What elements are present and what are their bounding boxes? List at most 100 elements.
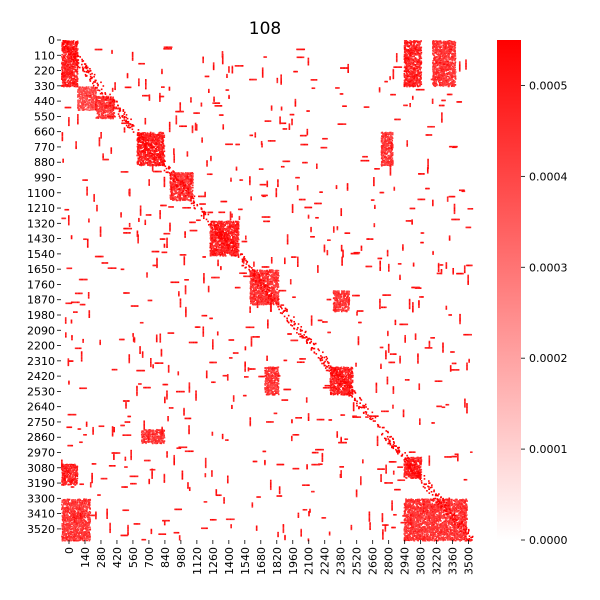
heatmap-cell <box>68 49 71 52</box>
heatmap-cell <box>67 79 70 82</box>
heatmap-cell <box>409 63 412 65</box>
heatmap-cell <box>61 69 64 71</box>
heatmap-cell <box>408 50 411 53</box>
heatmap-cell <box>442 61 444 64</box>
heatmap-cell <box>434 52 437 54</box>
heatmap-cell <box>94 98 97 100</box>
heatmap-cell <box>432 53 435 56</box>
heatmap-cell <box>98 107 101 110</box>
heatmap-cell <box>91 89 94 92</box>
heatmap-cell <box>64 84 66 86</box>
heatmap-cell <box>414 82 417 84</box>
heatmap-cell <box>418 48 420 50</box>
heatmap-cell <box>446 47 448 49</box>
heatmap-cell <box>89 98 92 101</box>
heatmap-cell <box>438 69 441 72</box>
heatmap-cell <box>415 74 417 76</box>
heatmap-cell <box>387 162 390 164</box>
heatmap-cell <box>75 47 77 50</box>
heatmap-cell <box>438 82 441 84</box>
heatmap-cell <box>140 144 142 146</box>
heatmap-cell <box>96 116 99 118</box>
heatmap-cell <box>70 40 73 43</box>
heatmap-cell <box>85 92 87 95</box>
heatmap-cell <box>65 40 68 42</box>
heatmap-cell <box>439 64 441 67</box>
heatmap-cell <box>454 84 457 86</box>
heatmap-cell <box>82 102 85 104</box>
heatmap-cell <box>67 81 70 84</box>
heatmap-cell <box>454 71 457 73</box>
heatmap-cell <box>416 59 418 62</box>
heatmap-cell <box>188 178 190 180</box>
heatmap-cell <box>418 66 420 69</box>
heatmap-cell <box>112 96 114 99</box>
heatmap-cell <box>439 49 442 51</box>
heatmap-cell <box>449 52 452 54</box>
heatmap-cell <box>448 80 450 82</box>
heatmap-cell <box>171 177 173 179</box>
heatmap-cell <box>93 105 96 108</box>
heatmap-cell <box>80 89 83 92</box>
heatmap-cell <box>441 79 444 82</box>
heatmap-cell <box>68 61 70 63</box>
heatmap-cell <box>100 106 102 109</box>
heatmap-cell <box>438 46 441 48</box>
heatmap-cell <box>96 105 99 107</box>
heatmap-cell <box>450 82 453 85</box>
heatmap-cell <box>156 153 158 155</box>
heatmap-cell <box>82 96 84 99</box>
heatmap-cell <box>75 85 77 88</box>
heatmap-cell <box>152 150 155 152</box>
heatmap-cell <box>100 96 103 98</box>
heatmap-cell <box>404 55 407 57</box>
heatmap-cell <box>451 85 453 87</box>
heatmap-cell <box>415 46 418 48</box>
heatmap-cell <box>445 73 447 76</box>
heatmap-cell <box>386 163 388 165</box>
heatmap-cell <box>416 52 418 55</box>
heatmap-cell <box>415 49 418 51</box>
heatmap-cell <box>432 62 434 65</box>
heatmap-cell <box>416 65 418 68</box>
heatmap-cell <box>454 77 456 80</box>
heatmap-cell <box>404 59 406 62</box>
heatmap-cell <box>84 105 87 108</box>
heatmap-cell <box>62 54 65 57</box>
heatmap-cell <box>452 82 455 84</box>
heatmap-cell <box>72 72 75 74</box>
heatmap-cell <box>443 45 446 47</box>
heatmap-cell <box>75 75 78 77</box>
heatmap-cell <box>210 229 212 232</box>
heatmap-cell <box>450 72 453 74</box>
heatmap-cell <box>62 48 64 51</box>
heatmap-cell <box>442 67 444 69</box>
heatmap-cell <box>390 163 392 165</box>
heatmap-cell <box>420 51 423 54</box>
heatmap-cell <box>83 100 86 102</box>
heatmap-cell <box>450 66 452 69</box>
heatmap-cell <box>73 43 75 45</box>
heatmap-cell <box>418 61 420 63</box>
heatmap-cell <box>439 46 442 49</box>
heatmap-cell <box>440 67 443 70</box>
heatmap-cell <box>70 69 73 72</box>
heatmap-cell <box>447 58 450 60</box>
heatmap-cell <box>407 81 410 83</box>
heatmap-cell <box>76 52 79 54</box>
heatmap-cell <box>69 75 72 78</box>
heatmap-cell <box>419 71 421 74</box>
heatmap-cell <box>192 178 194 181</box>
heatmap-cell <box>136 150 139 153</box>
heatmap-cell <box>73 46 75 49</box>
heatmap-cell <box>448 53 450 56</box>
heatmap-cell <box>159 156 162 159</box>
heatmap-cell <box>175 190 178 193</box>
heatmap-cell <box>136 161 139 164</box>
heatmap-cell <box>413 40 415 42</box>
heatmap-cell <box>437 79 439 81</box>
heatmap-cell <box>405 63 408 65</box>
heatmap-cell <box>71 59 73 61</box>
heatmap-cell <box>71 78 73 80</box>
heatmap-cell <box>439 59 442 62</box>
